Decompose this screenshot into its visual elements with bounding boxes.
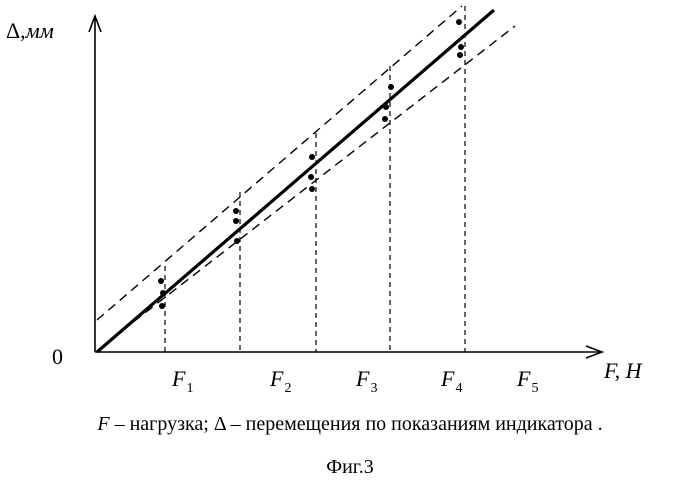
point [458,44,464,50]
origin-label: 0 [52,346,63,368]
point [233,208,239,214]
measurement-points [158,19,464,309]
point [158,278,164,284]
tick-label-f2: F2 [270,368,291,390]
legend-f-symbol: F [97,413,109,435]
y-axis-label: Δ,мм [6,20,54,42]
point [233,218,239,224]
point [309,186,315,192]
legend-delta-text: – перемещения по показаниям индикатора . [226,413,603,435]
main-trend-line [97,10,494,352]
legend-caption: F – нагрузка; Δ – перемещения по показан… [0,414,700,434]
tick-label-f5: F5 [517,368,538,390]
point [456,19,462,25]
upper-dashed-line [97,6,462,320]
point [388,84,394,90]
point [308,174,314,180]
tick-label-f4: F4 [441,368,462,390]
point [160,290,166,296]
point [382,116,388,122]
point [383,104,389,110]
point [457,52,463,58]
y-axis-label-symbol: Δ, [6,18,26,43]
point [309,154,315,160]
legend-f-text: – нагрузка; [110,413,214,435]
tick-label-f3: F3 [356,368,377,390]
x-axis-label: F, H [604,360,642,382]
tick-label-f1: F1 [172,368,193,390]
y-axis-label-unit: мм [26,18,54,43]
figure-caption: Фиг.3 [0,457,700,477]
point [234,238,240,244]
legend-delta-symbol: Δ [214,413,226,435]
point [159,303,165,309]
lower-dashed-line [110,26,515,340]
